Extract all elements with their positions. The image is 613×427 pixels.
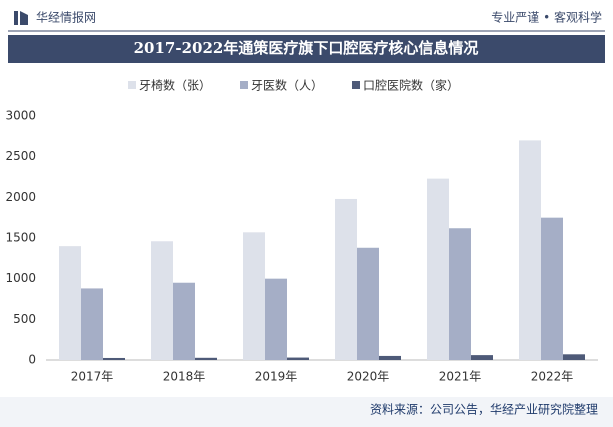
x-tick-label: 2018年 — [163, 370, 206, 384]
bar — [59, 246, 81, 360]
x-tick-label: 2022年 — [531, 370, 574, 384]
y-tick-label: 1000 — [5, 271, 36, 285]
bar — [427, 178, 449, 360]
x-tick-label: 2019年 — [255, 370, 298, 384]
slogan: 专业严谨 • 客观科学 — [491, 10, 602, 25]
legend-swatch — [128, 81, 136, 89]
bar — [541, 217, 563, 360]
bar — [379, 355, 401, 360]
bar — [471, 355, 493, 360]
y-tick-label: 2500 — [5, 149, 36, 163]
legend-label: 牙医数（人） — [251, 78, 323, 93]
bar — [563, 354, 585, 360]
logo-bar — [14, 11, 18, 25]
y-tick-label: 3000 — [5, 109, 36, 123]
x-tick-label: 2020年 — [347, 370, 390, 384]
bar — [265, 278, 287, 360]
title-bar — [8, 35, 605, 63]
brand: 华经情报网 — [36, 10, 96, 25]
bar — [195, 357, 217, 360]
bar — [151, 241, 173, 360]
x-tick-label: 2017年 — [71, 370, 114, 384]
y-tick-label: 500 — [13, 312, 36, 326]
bar — [449, 228, 471, 360]
y-tick-label: 0 — [28, 353, 36, 367]
bar — [173, 282, 195, 360]
chart-title: 2017-2022年通策医疗旗下口腔医疗核心信息情况 — [134, 39, 479, 57]
legend-label: 牙椅数（张） — [139, 78, 211, 93]
bar — [287, 357, 309, 360]
y-tick-label: 1500 — [5, 231, 36, 245]
logo-shape — [20, 11, 28, 25]
bar — [103, 357, 125, 360]
bar — [357, 247, 379, 360]
bar — [335, 198, 357, 360]
bar — [519, 140, 541, 360]
x-tick-label: 2021年 — [439, 370, 482, 384]
source: 资料来源：公司公告，华经产业研究院整理 — [370, 402, 598, 417]
legend-swatch — [352, 81, 360, 89]
legend-label: 口腔医院数（家） — [363, 78, 459, 93]
y-tick-label: 2000 — [5, 190, 36, 204]
footer-bar — [0, 397, 613, 427]
bar — [81, 288, 103, 360]
bar — [243, 232, 265, 360]
legend-swatch — [240, 81, 248, 89]
